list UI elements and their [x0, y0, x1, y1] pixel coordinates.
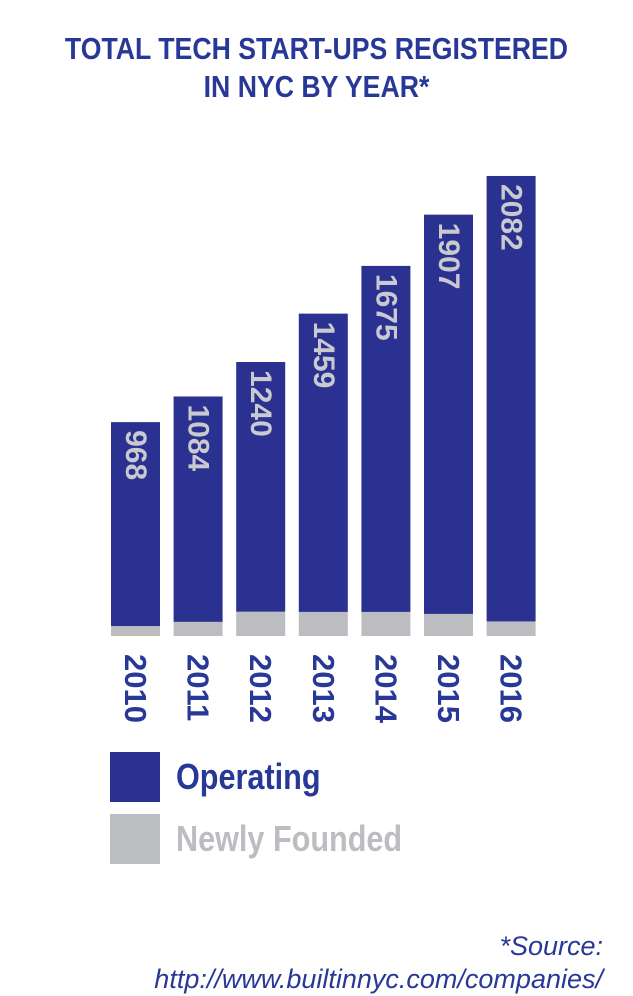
legend-swatch-operating: [110, 752, 160, 802]
bar-newly-founded-2012: [236, 611, 286, 636]
bar-operating-2012: [236, 362, 286, 612]
year-label-2014: 2014: [368, 654, 403, 724]
bar-newly-founded-2011: [173, 621, 223, 636]
year-label-2015: 2015: [431, 654, 466, 723]
chart-title: TOTAL TECH START-UPS REGISTERED IN NYC B…: [44, 30, 588, 106]
bar-operating-2014: [361, 265, 411, 612]
value-label-2013: 1459: [307, 322, 340, 389]
bar-newly-founded-2016: [486, 621, 536, 636]
year-label-2013: 2013: [306, 654, 341, 723]
bar-newly-founded-2014: [361, 611, 411, 636]
chart-title-line-1: TOTAL TECH START-UPS REGISTERED: [64, 31, 569, 66]
year-label-2016: 2016: [494, 654, 529, 723]
bar-operating-2013: [298, 313, 348, 612]
value-label-2015: 1907: [432, 223, 465, 290]
bar-newly-founded-2015: [424, 613, 473, 636]
bar-newly-founded-2013: [298, 611, 348, 636]
source-label: *Source:: [499, 931, 603, 961]
value-label-2014: 1675: [369, 274, 402, 341]
year-label-2011: 2011: [181, 654, 216, 721]
bar-operating-2011: [173, 396, 223, 622]
value-label-2012: 1240: [244, 370, 277, 437]
legend-swatch-newly-founded: [110, 814, 160, 864]
value-label-2011: 1084: [182, 404, 215, 471]
source-note: *Source: http://www.builtinnyc.com/compa…: [154, 930, 603, 996]
year-label-2012: 2012: [243, 654, 278, 723]
chart-title-line-2: IN NYC BY YEAR*: [203, 69, 430, 104]
source-url: http://www.builtinnyc.com/companies/: [154, 964, 603, 994]
bar-operating-2010: [111, 422, 160, 627]
bar-operating-2015: [424, 214, 473, 614]
legend-label-newly-founded: Newly Founded: [176, 818, 403, 859]
value-label-2010: 968: [119, 430, 152, 480]
year-label-2010: 2010: [118, 654, 153, 723]
value-label-2016: 2082: [495, 184, 528, 251]
bar-operating-2016: [486, 175, 536, 622]
bar-chart: 968 2010 1084 2011 1240 2012 1459 2013 1675 2014 1…: [111, 175, 536, 724]
legend-label-operating: Operating: [176, 756, 321, 797]
bar-newly-founded-2010: [111, 626, 160, 636]
